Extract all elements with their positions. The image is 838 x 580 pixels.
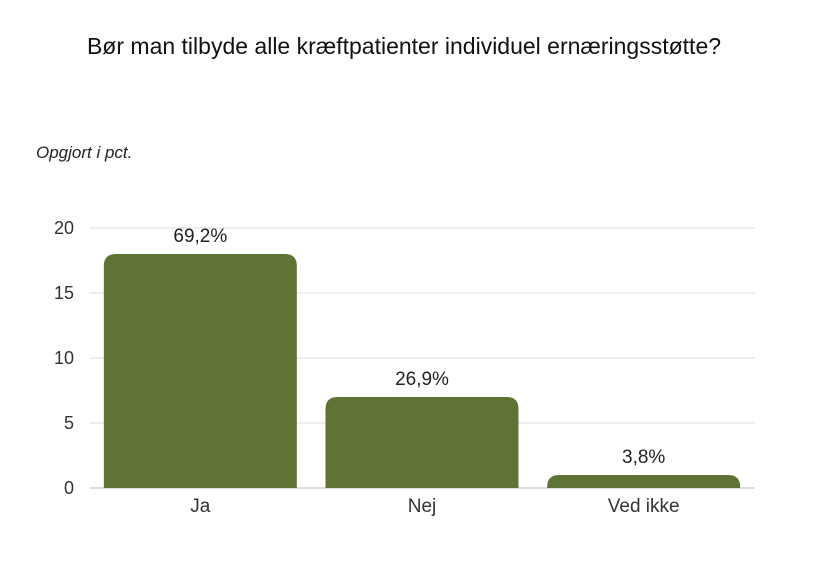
y-tick-label: 0 — [64, 478, 74, 498]
data-label: 69,2% — [173, 226, 227, 247]
x-category-label: Ja — [190, 496, 211, 517]
chart-title: Bør man tilbyde alle kræftpatienter indi… — [86, 33, 722, 59]
bar-ved-ikke — [547, 475, 741, 488]
y-tick-label: 20 — [54, 218, 74, 238]
y-tick-label: 10 — [54, 348, 74, 368]
data-label: 26,9% — [395, 369, 449, 390]
y-tick-label: 15 — [54, 283, 74, 303]
data-label: 3,8% — [622, 447, 665, 468]
x-category-label: Nej — [408, 496, 437, 517]
y-tick-label: 5 — [64, 413, 74, 433]
x-category-label: Ved ikke — [608, 496, 680, 517]
chart-subtitle: Opgjort i pct. — [36, 143, 133, 162]
bar-nej — [325, 397, 519, 488]
bar-ja — [103, 254, 297, 488]
